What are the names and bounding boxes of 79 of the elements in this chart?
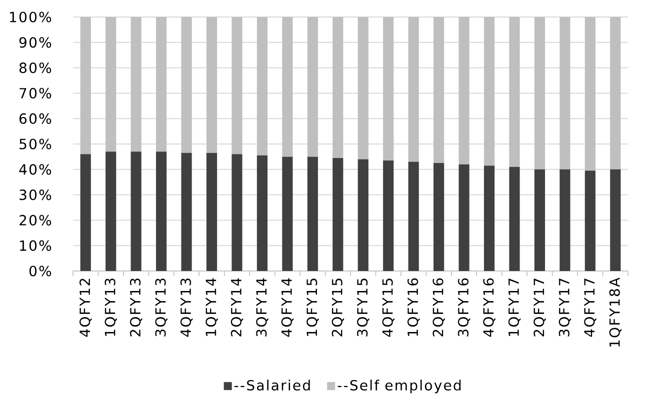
bar [181, 17, 192, 153]
bar [358, 17, 368, 160]
bar [408, 162, 419, 271]
y-tick-label: 10% [20, 240, 52, 251]
x-tick-label: 2QFY16 [432, 278, 445, 336]
bar [256, 155, 268, 271]
bar [332, 17, 344, 158]
x-tick-label: 4QFY17 [584, 278, 596, 337]
legend-label: --Self employed [338, 380, 461, 394]
bar [206, 152, 218, 271]
bar [534, 169, 546, 271]
bar [332, 158, 344, 271]
bar [307, 17, 318, 157]
bar [130, 152, 142, 271]
x-tick-label: 4QFY16 [483, 278, 496, 337]
x-tick-label: 2QFY15 [332, 278, 344, 336]
bar [80, 154, 91, 271]
bar [358, 159, 368, 271]
y-tick-label: 80% [19, 62, 52, 74]
bar [206, 17, 218, 153]
y-tick-label: 30% [20, 190, 52, 200]
bar [408, 17, 419, 162]
bar [181, 152, 192, 271]
y-tick-label: 40% [19, 164, 52, 175]
bar [458, 164, 470, 271]
x-tick-label: 3QFY13 [155, 278, 168, 336]
bar [282, 156, 293, 271]
bar [434, 17, 444, 164]
bar [584, 170, 596, 271]
bar [509, 17, 520, 167]
bar [610, 169, 621, 271]
x-tick-label: 1QFY14 [206, 278, 218, 336]
y-tick-label: 100% [10, 12, 52, 22]
bar [434, 163, 444, 271]
bar [156, 17, 167, 152]
x-tick-label: 1QFY15 [306, 278, 319, 336]
x-tick-label: 2QFY17 [534, 278, 546, 336]
y-tick-label: 60% [20, 113, 52, 124]
y-tick-label: 50% [20, 138, 52, 150]
legend-label: --Salaried [234, 380, 310, 391]
bar [256, 17, 268, 156]
y-tick-label: 20% [20, 214, 52, 226]
x-tick-label: 2QFY13 [130, 278, 142, 336]
bar [560, 169, 570, 271]
bar [509, 166, 520, 271]
x-tick-label: 3QFY17 [558, 278, 572, 336]
x-tick-label: 1QFY17 [508, 278, 521, 336]
bar [610, 17, 621, 170]
bar [560, 17, 570, 170]
y-tick-label: 0% [29, 266, 52, 276]
bar [484, 17, 495, 166]
bar [106, 17, 116, 152]
bar [307, 156, 318, 271]
bar [484, 166, 495, 271]
y-tick-label: 90% [19, 37, 52, 48]
x-tick-label: 2QFY14 [230, 278, 244, 336]
x-tick-label: 1QFY13 [104, 278, 117, 336]
x-tick-label: 4QFY13 [180, 278, 193, 337]
x-tick-label: 4QFY14 [281, 278, 294, 337]
bar [458, 17, 470, 164]
bar [130, 17, 142, 152]
bar [106, 152, 116, 271]
bar [80, 17, 91, 154]
y-tick-label: 70% [20, 88, 52, 98]
x-tick-label: 3QFY16 [458, 278, 470, 336]
x-tick-label: 4QFY12 [80, 278, 92, 337]
bar [282, 17, 293, 157]
x-tick-label: 1QFY18A [609, 278, 622, 347]
bar [232, 154, 242, 271]
bar [584, 17, 596, 171]
bar [232, 17, 242, 154]
x-tick-label: 3QFY14 [256, 278, 268, 336]
bar [383, 17, 394, 161]
bar [534, 17, 546, 170]
x-tick-label: 1QFY16 [407, 278, 420, 336]
x-tick-label: 3QFY15 [357, 278, 370, 336]
bar [156, 152, 167, 271]
bar [383, 160, 394, 271]
x-tick-label: 4QFY15 [382, 278, 394, 337]
